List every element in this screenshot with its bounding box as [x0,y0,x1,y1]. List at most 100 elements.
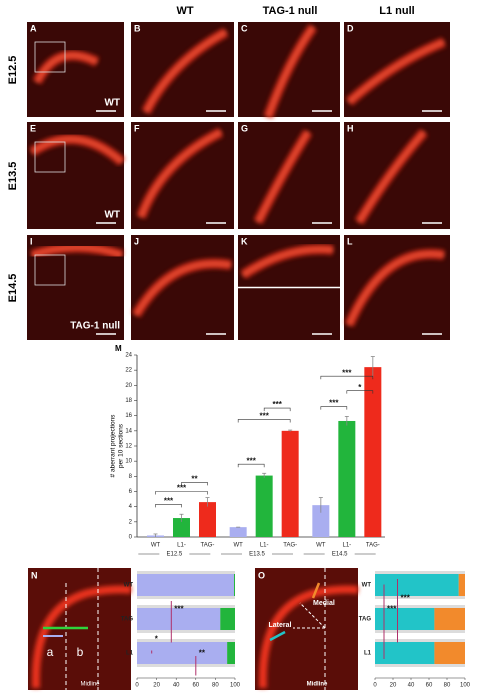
panel-label: TAG-1 null [70,321,120,332]
category-label: WT [124,583,134,589]
significance-mark: *** [246,456,256,465]
bar-segment [434,608,465,630]
y-tick-label: 10 [125,459,132,465]
significance-mark: *** [387,604,397,613]
significance-bracket [155,504,182,508]
bar [312,505,330,537]
category-label: L1 [364,651,372,657]
bar-segment [137,608,221,630]
panel-letter: N [31,570,38,580]
bar [255,475,273,537]
fluorescent-signal [267,26,314,118]
y-tick-label: 22 [125,368,132,374]
schematic-label: b [77,645,84,659]
x-tick-label: 100 [460,683,471,689]
image-background [131,235,234,340]
micrograph: A WT [27,22,124,117]
y-tick-label: 24 [125,353,132,359]
panel-letter: K [241,236,248,246]
x-tick-label: 0 [135,683,139,689]
significance-mark: ** [191,475,198,484]
significance-bracket [346,390,374,394]
panel-label: WT [104,98,120,109]
bar-segment [434,642,465,664]
y-axis-label: # aberrant projections [110,414,117,478]
schematic-label: Midline [80,682,100,688]
x-tick-label: 60 [426,683,433,689]
bar-segment [234,574,235,596]
micrograph: C [238,22,340,119]
x-tick-label: 80 [212,683,219,689]
panel-letter: F [134,123,140,133]
fluorescent-signal [135,262,232,316]
row-label: E14.5 [7,274,19,303]
fluorescent-signal [257,131,309,223]
row-label: E12.5 [7,56,19,85]
column-header: WT [176,5,193,17]
bar-segment [375,574,459,596]
significance-bracket [320,375,374,380]
significance-mark: * [155,635,159,644]
bar-segment [375,608,435,630]
x-tick-label: 40 [408,683,415,689]
panel-letter: C [241,23,248,33]
y-tick-label: 4 [129,504,133,510]
fluorescent-signal [140,131,222,218]
micrograph: I TAG-1 null [27,235,124,340]
x-tick-label: 60 [192,683,199,689]
schematic-label: Medial [313,600,335,607]
bar-segment [227,642,235,664]
schematic: Na b Midline [28,568,132,690]
significance-mark: *** [329,399,339,408]
fluorescent-signal [348,41,445,103]
panel-letter: I [30,236,33,246]
x-tick-label: 40 [173,683,180,689]
bar [229,527,247,537]
bar-segment [375,642,435,664]
bar [173,518,190,537]
significance-bracket [155,491,208,495]
y-tick-label: 2 [129,519,133,525]
fluorescent-signal [31,138,123,163]
significance-bracket [320,406,348,410]
category-label: WT [362,583,372,589]
y-tick-label: 8 [129,474,133,480]
x-tick-label: 20 [390,683,397,689]
y-tick-label: 14 [125,428,132,434]
marker [311,582,321,599]
group-label-bg [324,549,355,559]
significance-bracket [237,419,291,423]
category-label: L1 [126,651,134,657]
significance-bracket [237,463,265,468]
x-tick-label: 100 [230,683,241,689]
bar-segment [458,574,465,596]
y-tick-label: 18 [125,398,132,404]
significance-mark: *** [342,368,352,377]
bar [281,430,299,537]
column-header: TAG-1 null [263,5,318,17]
group-label-bg [159,549,190,559]
panel-letter: M [115,344,122,353]
x-tick-label: L1- [177,543,186,549]
x-tick-label: 20 [153,683,160,689]
marker [269,630,286,642]
micrograph: J [131,235,234,340]
micrograph: G [238,122,340,229]
schematic-label: Midline [307,682,328,688]
significance-mark: *** [164,497,174,506]
significance-mark: ** [199,648,206,657]
inset-box [34,254,66,286]
y-tick-label: 16 [125,413,132,419]
panel-letter: O [258,570,265,580]
x-tick-label: TAG- [366,543,380,549]
group-label-bg [242,549,272,559]
fluorescent-signal [31,246,123,256]
micrograph: D [344,22,450,117]
schematic-label: Lateral [269,622,292,629]
x-tick-label: 80 [444,683,451,689]
schematic: O Medial Lateral Midline [255,568,359,690]
panel-letter: B [134,23,141,33]
inset-box [34,41,66,73]
bar [338,420,356,537]
